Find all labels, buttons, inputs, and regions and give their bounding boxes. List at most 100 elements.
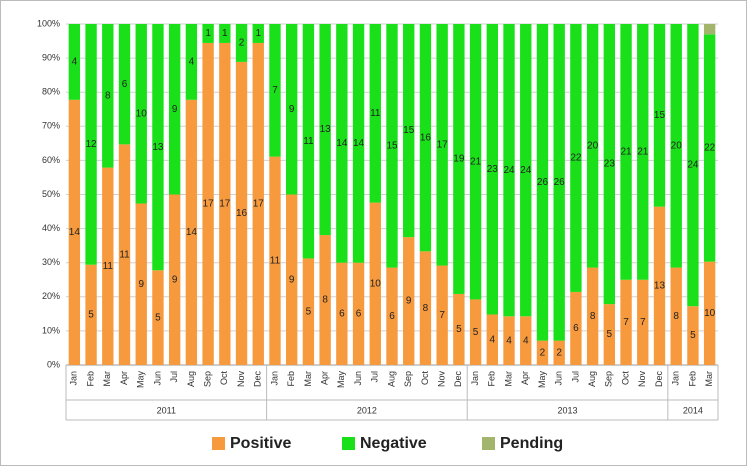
y-tick-label: 50% [42,189,60,199]
data-label: 10 [370,278,382,289]
bar-segment [620,279,632,365]
x-tick-label: Jan [671,371,681,386]
bar-segment [352,262,365,365]
bar-segment [152,24,164,271]
x-tick-label: May [336,371,346,389]
x-tick-label: Mar [704,371,714,387]
x-tick-label: Jul [370,371,380,383]
data-label: 12 [86,139,98,150]
data-label: 13 [654,280,666,291]
x-tick-label: Oct [620,371,630,386]
bar-segment [570,291,582,365]
data-label: 11 [270,255,281,266]
x-tick-label: Apr [320,371,330,385]
data-label: 23 [604,159,616,170]
bar-segment [403,24,415,238]
data-label: 1 [205,28,211,39]
data-label: 4 [523,335,529,346]
group-label: 2012 [357,405,377,415]
data-label: 26 [554,177,566,188]
data-label: 24 [520,165,532,176]
bar-segment [419,24,432,252]
bar-segment [553,340,565,365]
bar-segment [653,206,666,365]
data-label: 5 [473,327,479,338]
bar-segment [637,24,649,280]
bar-segment [219,24,231,43]
bar-segment [302,24,315,259]
data-label: 13 [320,124,332,135]
data-label: 20 [587,140,599,151]
x-tick-label: Nov [236,371,246,388]
bar-segment [536,24,549,341]
bar-segment [85,24,97,265]
x-tick-label: Jan [269,371,279,386]
x-tick-label: Nov [637,371,647,388]
bar-segment [102,167,114,365]
legend-swatch [482,437,495,450]
data-label: 17 [437,139,449,150]
data-label: 8 [423,303,429,314]
data-label: 24 [503,165,515,176]
x-tick-label: Apr [119,371,129,385]
bar-segment [637,279,649,365]
bar-segment [269,24,281,157]
bar-segment [586,267,599,365]
bar-segment [486,24,498,315]
data-label: 1 [222,28,228,39]
data-label: 22 [704,143,716,154]
data-label: 8 [673,311,679,322]
bar-segment [469,299,482,365]
bar-segment [168,194,181,365]
bar-segment [185,99,198,366]
data-label: 11 [303,136,314,147]
legend-swatch [342,437,355,450]
data-label: 2 [540,347,546,358]
data-label: 15 [386,140,398,151]
data-label: 14 [336,138,348,149]
bar-segment [670,24,682,268]
data-label: 8 [322,295,328,306]
data-label: 9 [172,104,178,115]
y-tick-label: 80% [42,87,60,97]
x-tick-label: Aug [587,371,597,387]
data-label: 4 [506,335,512,346]
y-tick-label: 60% [42,155,60,165]
bar-segment [469,24,482,300]
x-tick-label: Mar [303,371,313,387]
bar-segment [453,24,465,294]
data-label: 10 [704,308,716,319]
bar-segment [352,24,365,263]
bar-segment [235,24,248,62]
data-label: 5 [155,312,161,323]
x-tick-label: May [537,371,547,389]
bar-segment [486,314,498,365]
x-tick-label: Dec [654,371,664,388]
bar-segment [703,261,716,365]
bar-segment [503,24,515,317]
x-tick-label: Feb [687,371,697,387]
bar-segment [319,235,331,365]
x-tick-label: Apr [520,371,530,385]
bar-segment [436,24,448,266]
data-label: 5 [607,329,613,340]
x-tick-label: Dec [253,371,263,388]
data-label: 10 [136,108,148,119]
bar-segment [503,316,515,365]
bar-segment [152,270,164,365]
bar-segment [252,42,264,365]
group-label: 2011 [157,405,176,415]
bar-segment [520,24,532,317]
bar-segment [369,24,381,203]
bar-segment [436,265,448,365]
data-label: 11 [119,249,130,260]
data-label: 9 [172,274,178,285]
legend-label: Positive [230,435,291,452]
data-label: 14 [353,138,365,149]
data-label: 21 [637,147,649,158]
x-tick-label: Mar [503,371,513,387]
x-tick-label: Sep [202,371,212,387]
data-label: 8 [590,311,596,322]
data-label: 7 [623,317,629,328]
y-tick-label: 20% [42,291,60,301]
